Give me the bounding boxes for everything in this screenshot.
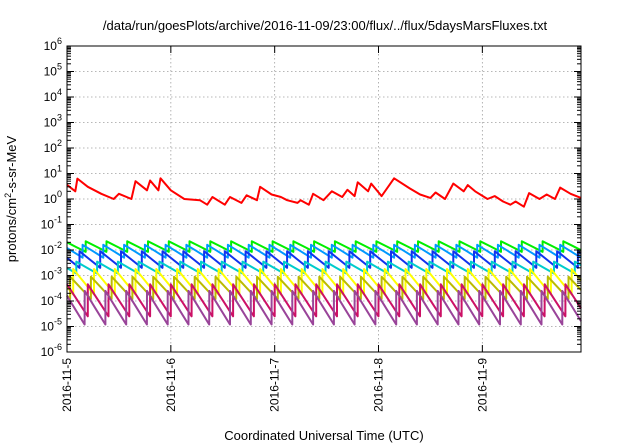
series-line-5 — [66, 260, 582, 275]
y-axis-label-sup: 2 — [3, 193, 13, 198]
y-tick-label: 100 — [44, 189, 62, 206]
x-tick-label: 2016-11-9 — [475, 358, 489, 412]
y-tick-label: 106 — [44, 36, 62, 53]
x-tick-label: 2016-11-7 — [268, 358, 282, 412]
y-axis-label: protons/cm2-s-sr-MeV — [3, 135, 19, 262]
x-tick-label: 2016-11-8 — [372, 358, 386, 412]
x-tick-label: 2016-11-6 — [164, 358, 178, 412]
y-tick-label: 10-2 — [41, 240, 62, 257]
chart-title: /data/run/goesPlots/archive/2016-11-09/2… — [103, 18, 548, 33]
y-tick-label: 103 — [44, 113, 62, 130]
x-axis-label: Coordinated Universal Time (UTC) — [224, 428, 423, 443]
y-tick-label: 10-4 — [41, 291, 62, 308]
series-line-9 — [66, 289, 582, 326]
y-tick-label: 10-6 — [41, 342, 62, 359]
y-axis-label-base: protons/cm — [4, 198, 19, 262]
y-tick-label: 105 — [44, 62, 62, 79]
y-tick-label: 10-1 — [41, 215, 62, 232]
y-tick-label: 101 — [44, 164, 62, 181]
y-tick-label: 10-5 — [41, 317, 62, 334]
y-tick-label: 104 — [44, 87, 62, 104]
series-line-4 — [66, 250, 582, 269]
axes: 10-6 10-5 10-4 10-3 10-2 10-1 100 101 102 103 104 1… — [41, 36, 581, 412]
grid — [67, 46, 581, 352]
series-layer — [66, 177, 582, 326]
y-axis-label-rest: -s-sr-MeV — [4, 135, 19, 192]
y-tick-label: 10-3 — [41, 266, 62, 283]
series-line-6 — [66, 268, 582, 296]
y-tick-label: 102 — [44, 138, 62, 155]
series-line-1 — [66, 177, 582, 208]
x-tick-label: 2016-11-5 — [60, 358, 74, 412]
